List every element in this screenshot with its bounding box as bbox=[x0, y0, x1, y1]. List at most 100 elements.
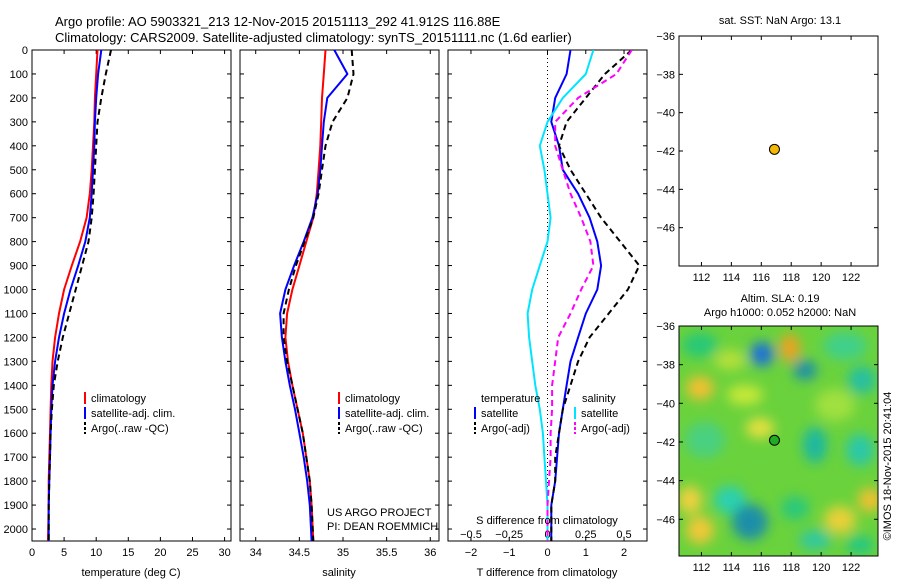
x-tick-label: −1 bbox=[503, 547, 516, 559]
legend-label-satellite-temp: satellite bbox=[481, 408, 518, 420]
y-tick-label: 1300 bbox=[4, 356, 28, 368]
y-tick-label: −42 bbox=[656, 146, 675, 158]
sla-map-panel: Altim. SLA: 0.19 Argo h1000: 0.052 h2000… bbox=[656, 293, 894, 574]
imos-watermark: ©IMOS 18-Nov-2015 20:41:04 bbox=[882, 392, 894, 541]
x-tick-label: 15 bbox=[122, 547, 134, 559]
y-tick-label: 800 bbox=[10, 237, 28, 249]
x-tick-label: 10 bbox=[90, 547, 102, 559]
temperature-xlabel: temperature (deg C) bbox=[81, 567, 180, 579]
y-tick-label: 400 bbox=[10, 141, 28, 153]
temperature-legend: climatology satellite-adj. clim. Argo(..… bbox=[84, 392, 175, 435]
series-line bbox=[550, 50, 603, 541]
difference-top-xlabel: S difference from climatology bbox=[476, 515, 618, 527]
series-line bbox=[47, 50, 112, 541]
salinity-xlabel: salinity bbox=[322, 567, 356, 579]
legend-label-satellite: satellite-adj. clim. bbox=[345, 408, 429, 420]
temperature-series bbox=[47, 50, 112, 541]
difference-axes-frame bbox=[447, 49, 648, 542]
legend-label-argo: Argo(..raw -QC) bbox=[345, 423, 423, 435]
argo-location-marker bbox=[768, 434, 780, 446]
x-tick-label: 35 bbox=[337, 547, 349, 559]
series-line bbox=[282, 50, 355, 541]
legend-label-climatology: climatology bbox=[345, 393, 401, 405]
y-tick-label: −40 bbox=[656, 398, 675, 410]
x-tick-label: 35.5 bbox=[376, 547, 397, 559]
y-tick-label: 900 bbox=[10, 261, 28, 273]
difference-series bbox=[526, 50, 641, 541]
difference-legend: temperature salinity satellite Argo(-adj… bbox=[474, 393, 630, 435]
x-tick-label: 122 bbox=[842, 272, 860, 284]
legend-label-climatology: climatology bbox=[91, 393, 147, 405]
salinity-ticks: 34 34.5 35 35.5 36 bbox=[240, 49, 439, 559]
x-tick-label: 34.5 bbox=[289, 547, 310, 559]
legend-title-salinity: salinity bbox=[582, 393, 616, 405]
x-tick-label: 25 bbox=[186, 547, 198, 559]
x-tick-label: 118 bbox=[782, 272, 800, 284]
x-tick-label: 36 bbox=[424, 547, 436, 559]
legend-label-argo: Argo(..raw -QC) bbox=[91, 423, 169, 435]
series-line bbox=[550, 50, 641, 541]
salinity-series bbox=[279, 50, 355, 541]
pi-annotation: PI: DEAN ROEMMICH bbox=[327, 521, 438, 533]
y-tick-label: 300 bbox=[10, 117, 28, 129]
y-tick-label: 1700 bbox=[4, 452, 28, 464]
salinity-axes-frame bbox=[239, 49, 440, 542]
legend-title-temperature: temperature bbox=[481, 393, 540, 405]
s-tick-label: 0.5 bbox=[616, 529, 631, 541]
x-tick-label: 0 bbox=[544, 547, 550, 559]
y-tick-label: 1900 bbox=[4, 500, 28, 512]
header-line1: Argo profile: AO 5903321_213 12-Nov-2015… bbox=[55, 14, 501, 29]
legend-label-satellite: satellite-adj. clim. bbox=[91, 408, 175, 420]
y-tick-label: −42 bbox=[656, 437, 675, 449]
legend-label-argo-temp: Argo(-adj) bbox=[481, 423, 530, 435]
x-tick-label: 112 bbox=[693, 272, 711, 284]
y-tick-label: 1500 bbox=[4, 404, 28, 416]
s-tick-label: 0.25 bbox=[575, 529, 596, 541]
legend-label-argo-sal: Argo(-adj) bbox=[581, 423, 630, 435]
x-tick-label: 5 bbox=[61, 547, 67, 559]
x-tick-label: 116 bbox=[753, 272, 771, 284]
sst-map-title: sat. SST: NaN Argo: 13.1 bbox=[719, 15, 841, 27]
x-tick-label: 2 bbox=[621, 547, 627, 559]
x-tick-label: 118 bbox=[782, 562, 800, 574]
x-tick-label: 114 bbox=[723, 272, 741, 284]
legend-label-satellite-sal: satellite bbox=[581, 408, 618, 420]
sst-map-ticks: 112 114 116 118 120 122 −36 −38 −40 −42 −44 −46 bbox=[656, 31, 878, 284]
s-tick-label: −0.5 bbox=[460, 529, 482, 541]
salinity-panel: 34 34.5 35 35.5 36 salinity climatology sate… bbox=[239, 49, 440, 579]
sla-patches bbox=[679, 332, 878, 555]
x-tick-label: 0 bbox=[29, 547, 35, 559]
y-tick-label: 200 bbox=[10, 93, 28, 105]
temperature-ticks: 0100200300400500600700800900100011001200… bbox=[4, 45, 231, 559]
y-tick-label: 600 bbox=[10, 189, 28, 201]
project-annotation: US ARGO PROJECT bbox=[327, 507, 432, 519]
argo-location-marker bbox=[768, 143, 780, 155]
s-tick-label: −0.25 bbox=[495, 529, 523, 541]
temperature-panel: 0100200300400500600700800900100011001200… bbox=[4, 45, 232, 579]
sla-heatmap bbox=[679, 326, 878, 556]
x-tick-label: 114 bbox=[723, 562, 741, 574]
y-tick-label: −36 bbox=[656, 31, 675, 43]
x-tick-label: 112 bbox=[693, 562, 711, 574]
y-tick-label: 1100 bbox=[4, 308, 28, 320]
sst-map-panel: sat. SST: NaN Argo: 13.1 112 114 116 118 120… bbox=[656, 15, 879, 284]
x-tick-label: 34 bbox=[250, 547, 262, 559]
salinity-legend: climatology satellite-adj. clim. Argo(..… bbox=[338, 392, 429, 435]
series-line bbox=[546, 50, 633, 541]
x-tick-label: 122 bbox=[842, 562, 860, 574]
y-tick-label: 1200 bbox=[4, 332, 28, 344]
x-tick-label: 120 bbox=[812, 562, 830, 574]
difference-xlabel: T difference from climatology bbox=[477, 567, 618, 579]
x-tick-label: −2 bbox=[465, 547, 478, 559]
sla-map-ticks: 112 114 116 118 120 122 −36 −38 −40 −42 −44 −46 bbox=[656, 321, 878, 574]
y-tick-label: 100 bbox=[10, 69, 28, 81]
y-tick-label: 500 bbox=[10, 165, 28, 177]
y-tick-label: 2000 bbox=[4, 524, 28, 536]
x-tick-label: 116 bbox=[753, 562, 771, 574]
x-tick-label: 30 bbox=[218, 547, 230, 559]
temperature-axes-frame bbox=[31, 49, 232, 542]
x-tick-label: 120 bbox=[812, 272, 830, 284]
header-line2: Climatology: CARS2009. Satellite-adjuste… bbox=[55, 30, 572, 45]
